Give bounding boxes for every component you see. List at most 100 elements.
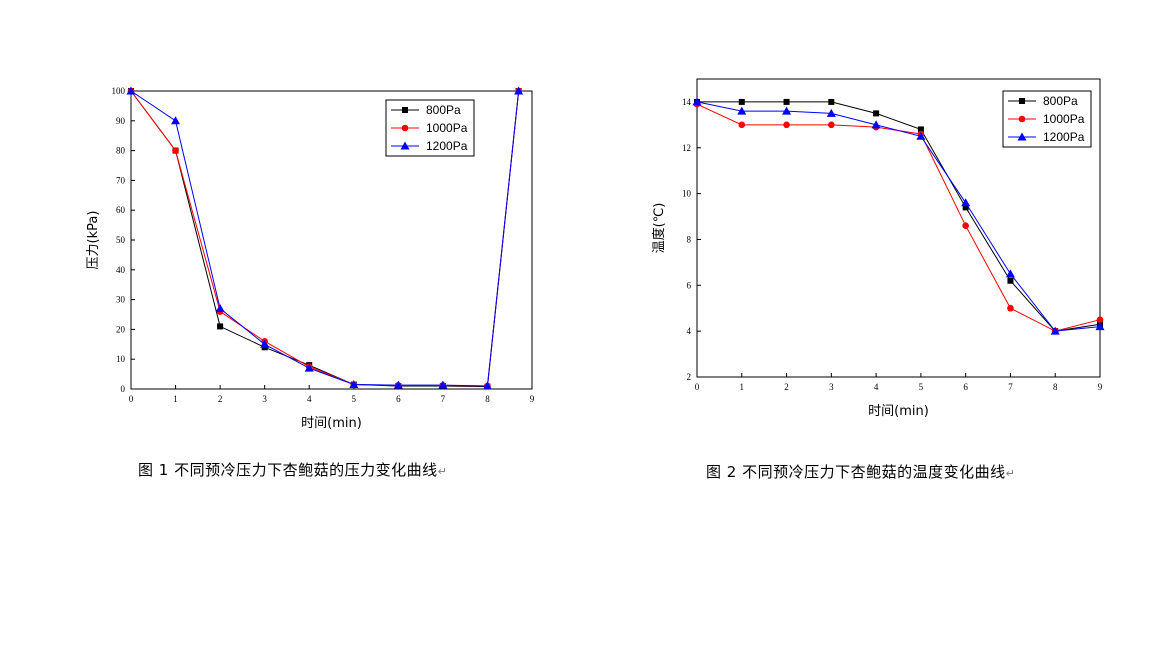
data-point-1200Pa [916, 131, 926, 140]
x-tick-label: 7 [441, 394, 446, 404]
legend-marker-1000Pa [1018, 115, 1026, 123]
data-point-800Pa [917, 126, 924, 133]
x-tick-label: 5 [352, 394, 357, 404]
y-tick-label: 6 [687, 280, 692, 290]
legend-marker-1200Pa [400, 141, 410, 150]
figure-2-caption: 图 2 不同预冷压力下杏鲍菇的温度变化曲线↵ [706, 461, 1015, 482]
x-tick-label: 3 [262, 394, 267, 404]
series-line-1200Pa [130, 90, 520, 387]
x-tick-label: 1 [173, 394, 178, 404]
series-1200Pa [126, 86, 524, 390]
x-tick-label: 9 [1098, 382, 1103, 392]
series-line-800Pa [697, 101, 1101, 332]
x-tick-label: 9 [530, 394, 535, 404]
y-tick-label: 100 [112, 86, 126, 96]
y-tick-label: 70 [116, 175, 126, 185]
y-tick-label: 14 [682, 97, 692, 107]
x-tick-label: 3 [829, 382, 834, 392]
data-point-1000Pa [1096, 316, 1104, 323]
data-point-1000Pa [962, 222, 969, 230]
x-tick-label: 1 [740, 382, 745, 392]
temperature-plot: 0 1 2 3 4 5 6 7 8 92468101214时间(min)温度(℃)800Pa100… [651, 78, 1105, 419]
data-point-800Pa [217, 323, 224, 330]
legend-label-1200Pa: 1200Pa [426, 139, 468, 153]
temperature-legend: 800Pa 1000Pa 1200Pa [1002, 90, 1092, 148]
paragraph-mark-icon: ↵ [437, 465, 448, 478]
y-tick-label: 80 [116, 146, 126, 156]
figure-1-caption-text: 图 1 不同预冷压力下杏鲍菇的压力变化曲线 [138, 461, 438, 479]
data-point-1200Pa [961, 198, 971, 207]
data-point-1200Pa [514, 86, 524, 95]
data-point-800Pa [783, 98, 790, 105]
data-point-800Pa [962, 204, 969, 211]
data-point-1200Pa [126, 86, 136, 95]
series-line-800Pa [130, 90, 520, 388]
y-tick-label: 12 [682, 143, 691, 153]
x-tick-label: 2 [784, 382, 789, 392]
data-point-1200Pa [782, 106, 792, 115]
y-tick-label: 20 [116, 324, 126, 334]
data-point-1200Pa [826, 108, 836, 117]
legend-label-800Pa: 800Pa [426, 103, 461, 117]
legend-marker-1200Pa [1017, 132, 1027, 141]
figure-1-caption: 图 1 不同预冷压力下杏鲍菇的压力变化曲线↵ [138, 459, 447, 480]
y-tick-label: 40 [116, 265, 126, 275]
data-point-1000Pa [1007, 304, 1014, 312]
y-tick-label: 90 [116, 116, 126, 126]
data-point-800Pa [1007, 277, 1014, 284]
data-point-1200Pa [482, 381, 492, 390]
data-point-800Pa [738, 98, 745, 105]
data-point-1200Pa [871, 120, 881, 129]
data-point-1200Pa [215, 304, 225, 313]
data-point-1200Pa [737, 106, 747, 115]
data-point-1000Pa [738, 121, 746, 129]
y-tick-label: 60 [116, 205, 126, 215]
y-tick-label: 8 [687, 234, 692, 244]
temperature-plot-frame [696, 78, 1101, 378]
legend-label-1000Pa: 1000Pa [426, 121, 468, 135]
x-axis-label: 时间(min) [868, 404, 929, 419]
x-tick-label: 2 [218, 394, 223, 404]
pressure-plot: 0 1 2 3 4 5 6 7 8 90102030405060708090100时间(min)压… [86, 86, 535, 431]
figure-2-caption-text: 图 2 不同预冷压力下杏鲍菇的温度变化曲线 [706, 463, 1006, 481]
series-line-1200Pa [696, 101, 1101, 332]
x-tick-label: 0 [695, 382, 700, 392]
y-tick-label: 50 [116, 235, 126, 245]
x-tick-label: 4 [874, 382, 879, 392]
legend-label-1000Pa: 1000Pa [1043, 112, 1085, 126]
y-tick-label: 10 [116, 354, 126, 364]
x-tick-label: 6 [396, 394, 401, 404]
x-tick-label: 5 [919, 382, 924, 392]
x-tick-label: 0 [129, 394, 134, 404]
data-point-800Pa [873, 110, 880, 117]
y-axis-label: 压力(kPa) [86, 211, 101, 270]
data-point-1200Pa [349, 380, 359, 389]
x-tick-label: 8 [1053, 382, 1058, 392]
x-tick-label: 6 [963, 382, 968, 392]
data-point-1200Pa [260, 339, 270, 348]
y-tick-label: 30 [116, 295, 126, 305]
data-point-1200Pa [1095, 322, 1105, 331]
legend-label-1200Pa: 1200Pa [1043, 130, 1085, 144]
data-point-800Pa [828, 98, 835, 105]
legend-marker-800Pa [1019, 98, 1025, 104]
data-point-1200Pa [171, 116, 181, 125]
pressure-legend: 800Pa 1000Pa 1200Pa [385, 99, 475, 157]
legend-marker-800Pa [402, 107, 408, 113]
x-axis-label: 时间(min) [301, 416, 362, 431]
data-point-1200Pa [1005, 269, 1015, 278]
y-tick-label: 2 [687, 372, 692, 382]
x-tick-label: 8 [485, 394, 490, 404]
x-tick-label: 7 [1008, 382, 1013, 392]
data-point-1000Pa [172, 147, 179, 154]
data-point-1200Pa [1050, 326, 1060, 335]
data-point-1000Pa [783, 121, 790, 129]
paragraph-mark-icon: ↵ [1005, 467, 1016, 480]
legend-marker-1000Pa [401, 124, 409, 132]
data-point-1200Pa [692, 97, 702, 106]
x-tick-label: 4 [307, 394, 312, 404]
y-tick-label: 0 [121, 384, 126, 394]
y-tick-label: 10 [682, 189, 692, 199]
data-point-1200Pa [393, 380, 403, 389]
